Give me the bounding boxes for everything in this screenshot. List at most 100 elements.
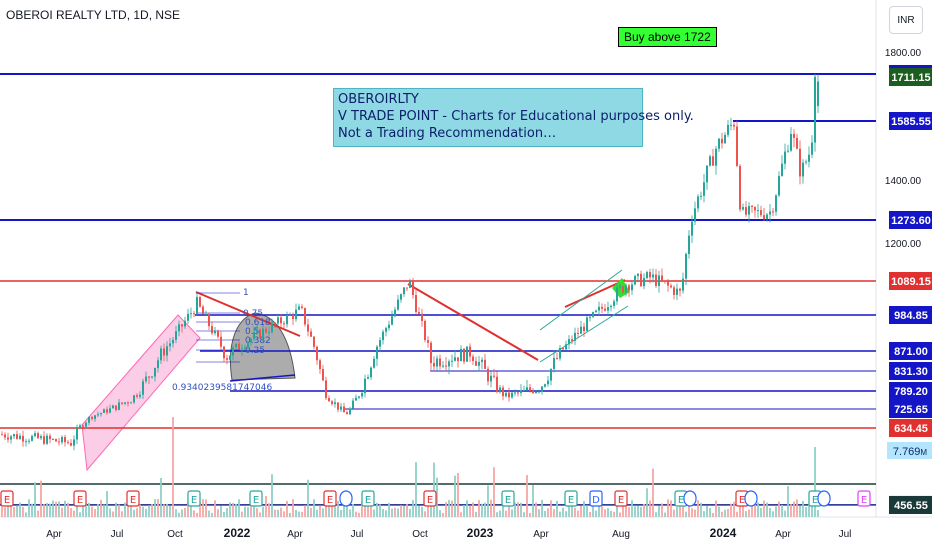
volume-bar	[364, 499, 366, 517]
candle-body	[121, 402, 123, 404]
candle-body	[220, 336, 222, 347]
volume-bar	[40, 480, 42, 517]
event-marker-6	[339, 490, 353, 507]
event-marker-letter: E	[739, 495, 745, 506]
volume-bar	[283, 511, 285, 517]
candle-body	[769, 211, 771, 215]
volume-bar	[196, 512, 198, 517]
volume-bar	[307, 479, 309, 517]
candle-body	[751, 205, 753, 207]
volume-bar	[289, 512, 291, 517]
candle-body	[325, 380, 327, 399]
volume-bar	[13, 506, 15, 517]
level-badge-2: 1273.60	[889, 211, 932, 229]
candle-body	[208, 313, 210, 327]
volume-bar	[739, 499, 741, 517]
volume-bar	[328, 499, 330, 517]
volume-bar	[319, 505, 321, 517]
candle-body	[37, 433, 39, 439]
candle-body	[604, 308, 606, 311]
volume-bar	[439, 510, 441, 517]
volume-bar	[730, 503, 732, 517]
volume-bar	[145, 508, 147, 517]
candle-body	[469, 346, 471, 357]
volume-bar	[115, 502, 117, 517]
candle-body	[796, 137, 798, 149]
volume-bar	[766, 502, 768, 517]
candle-body	[241, 348, 243, 350]
event-marker-box	[423, 490, 437, 507]
x-tick-label-11: Apr	[775, 529, 791, 540]
volume-bar	[778, 501, 780, 517]
volume-bar	[787, 486, 789, 517]
volume-bar	[229, 502, 231, 517]
candle-body	[442, 365, 444, 367]
level-badge-1: 1585.55	[889, 112, 932, 130]
price-badge-text: 1585.55	[891, 116, 931, 128]
candle-body	[136, 395, 138, 397]
volume-bar	[181, 509, 183, 517]
candle-body	[574, 332, 576, 341]
volume-bar	[91, 506, 93, 517]
volume-bar	[736, 511, 738, 517]
volume-bar	[430, 506, 432, 517]
x-tick-label-1: Jul	[111, 529, 124, 540]
volume-bar	[382, 508, 384, 517]
volume-bar	[412, 500, 414, 517]
candle-body	[739, 165, 741, 210]
candle-body	[430, 342, 432, 364]
candle-body	[685, 253, 687, 279]
candle-body	[490, 375, 492, 382]
event-marker-box	[589, 490, 603, 507]
candle-body	[583, 326, 585, 332]
volume-bar	[565, 511, 567, 517]
note-line-1: OBEROIRLTY	[338, 92, 419, 107]
candle-body	[214, 330, 216, 334]
candle-body	[721, 138, 723, 144]
event-marker-5: E	[323, 490, 337, 507]
candle-body	[271, 322, 273, 332]
candle-body	[541, 386, 543, 392]
volume-bar	[154, 499, 156, 517]
candle-body	[463, 348, 465, 362]
candle-body	[124, 402, 126, 404]
volume-bar	[523, 512, 525, 517]
candle-body	[28, 440, 30, 442]
candle-body	[346, 412, 348, 415]
candle-body	[790, 133, 792, 151]
event-marker-10: E	[564, 490, 578, 507]
candle-body	[364, 378, 366, 394]
candle-body	[802, 162, 804, 177]
event-marker-letter: E	[505, 495, 511, 506]
volume-bar	[304, 505, 306, 517]
candle-body	[706, 165, 708, 183]
volume-bar	[94, 508, 96, 517]
candle-body	[229, 355, 231, 360]
volume-bar	[37, 510, 39, 517]
price-badge-bg	[889, 272, 932, 290]
candle-body	[520, 390, 522, 393]
event-marker-letter: E	[77, 495, 83, 506]
candle-body	[649, 272, 651, 278]
volume-badge-bg	[887, 442, 932, 459]
volume-bar	[418, 505, 420, 517]
volume-bar	[28, 499, 30, 517]
candle-body	[694, 208, 696, 222]
candle-body	[727, 124, 729, 135]
volume-bar	[388, 502, 390, 517]
volume-bar	[400, 505, 402, 517]
candle-body	[190, 313, 192, 315]
event-marker-box	[817, 490, 831, 507]
event-marker-box	[187, 490, 201, 507]
currency-button[interactable]: INR	[889, 6, 923, 34]
candle-body	[58, 441, 60, 443]
volume-bar	[61, 507, 63, 517]
candle-body	[391, 316, 393, 325]
candle-body	[382, 331, 384, 341]
candle-body	[133, 395, 135, 403]
candle-body	[157, 360, 159, 368]
event-marker-letter: E	[568, 495, 574, 506]
volume-bar	[343, 499, 345, 517]
